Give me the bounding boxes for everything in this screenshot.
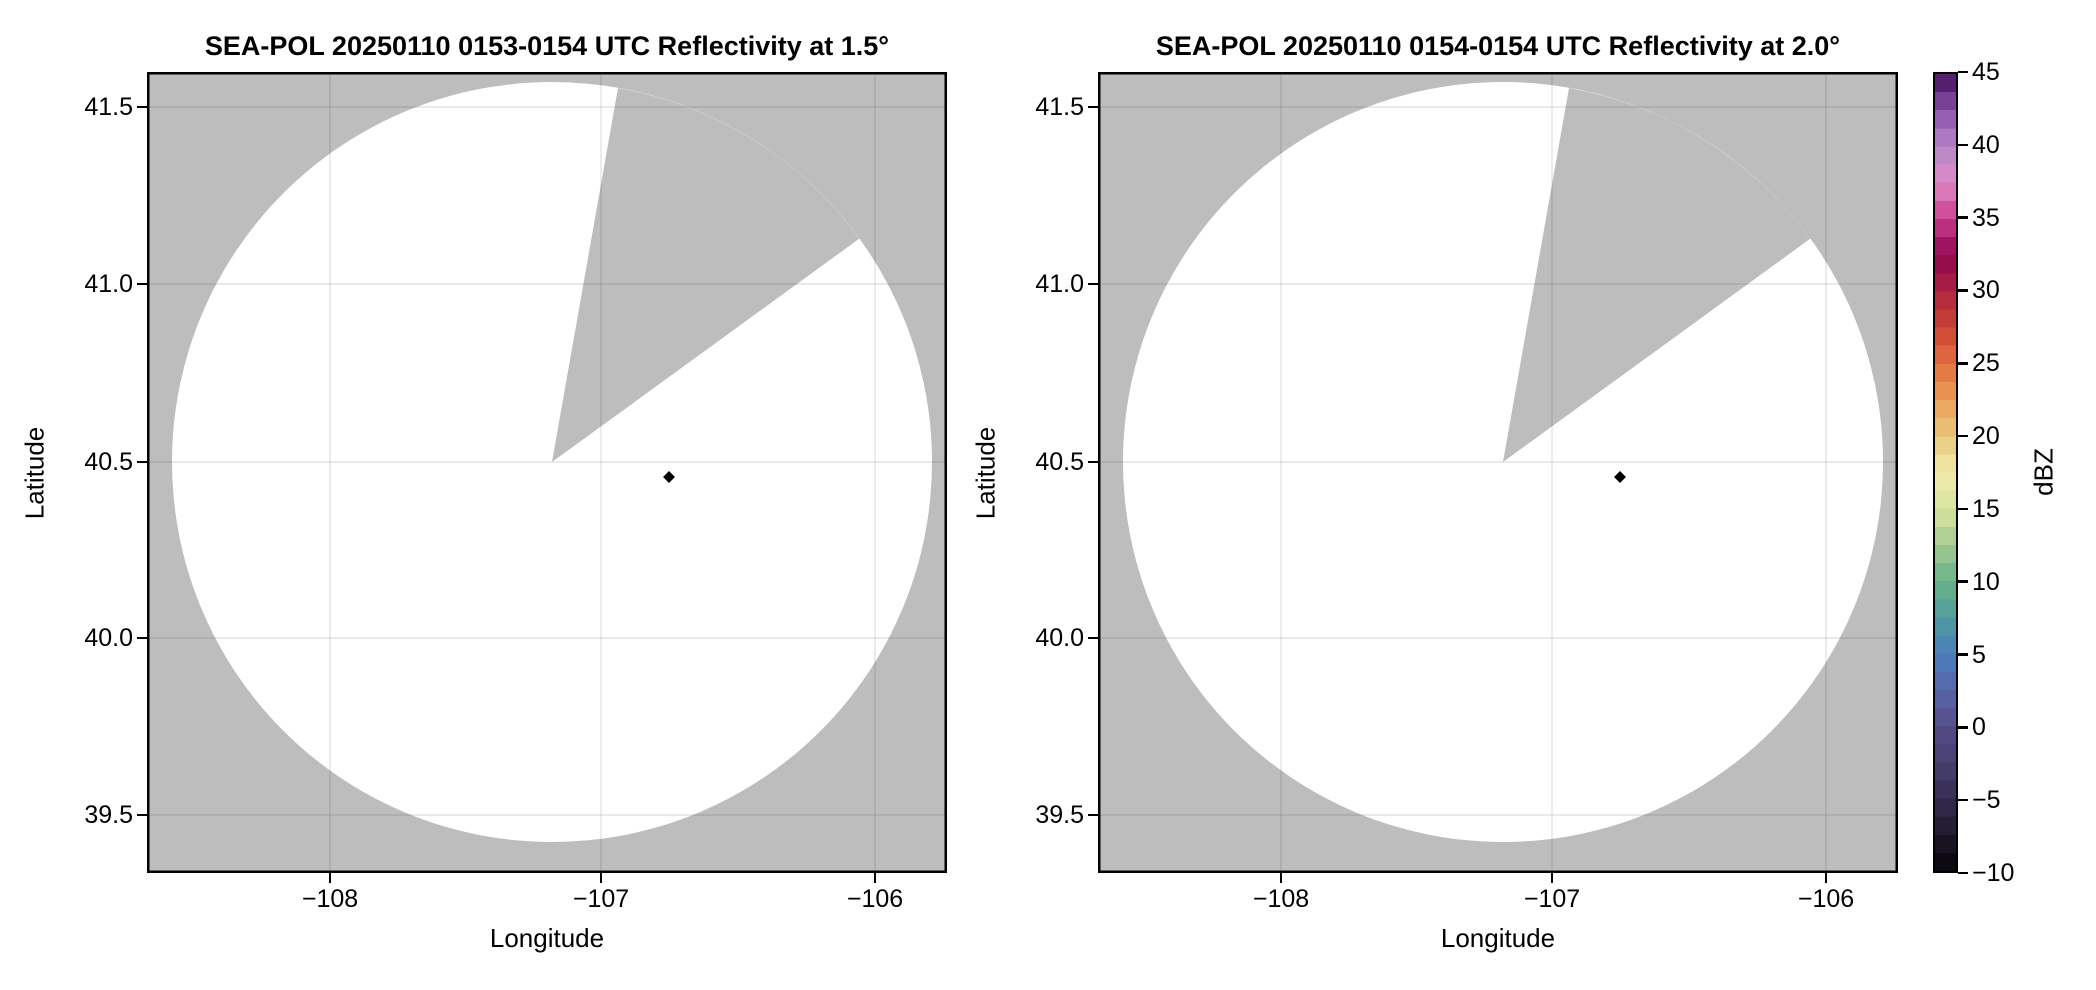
y-tick-label: 40.0	[84, 624, 133, 652]
colorbar	[1933, 72, 1958, 873]
colorbar-tick-label: 30	[1972, 276, 2000, 305]
x-tick-label: −106	[846, 885, 904, 913]
colorbar-tick-mark	[1958, 507, 1968, 511]
colorbar-tick-label: 5	[1972, 640, 1986, 669]
x-tick-mark	[599, 873, 603, 883]
x-tick-label: −106	[1797, 885, 1855, 913]
x-tick-label: −107	[572, 885, 630, 913]
colorbar-gradient	[1935, 74, 1956, 871]
colorbar-tick-label: 10	[1972, 567, 2000, 596]
y-tick-label: 40.5	[1035, 448, 1084, 476]
panel-title: SEA-POL 20250110 0154-0154 UTC Reflectiv…	[1155, 31, 1841, 61]
panel-title: SEA-POL 20250110 0153-0154 UTC Reflectiv…	[204, 31, 890, 61]
colorbar-tick-label: 40	[1972, 130, 2000, 159]
radar-ppi-plot	[147, 72, 947, 873]
colorbar-tick-mark	[1958, 70, 1968, 74]
x-tick-mark	[1824, 873, 1828, 883]
colorbar-tick-mark	[1958, 289, 1968, 292]
y-tick-label: 41.0	[1035, 270, 1084, 298]
y-tick-label: 39.5	[84, 801, 133, 829]
colorbar-tick-label: 0	[1972, 713, 1986, 742]
x-tick-label: −107	[1523, 885, 1581, 913]
plot-border	[1098, 72, 1898, 873]
colorbar-tick-label: 45	[1972, 58, 2000, 86]
colorbar-tick-mark	[1958, 434, 1968, 438]
y-tick-mark	[1088, 460, 1098, 464]
colorbar-tick-label: 25	[1972, 349, 2000, 378]
y-tick-mark	[137, 105, 147, 109]
colorbar-tick-mark	[1958, 143, 1968, 147]
colorbar-tick-mark	[1958, 798, 1968, 802]
colorbar-tick-mark	[1958, 653, 1968, 656]
y-tick-mark	[137, 813, 147, 817]
colorbar-tick-label: 15	[1972, 494, 2000, 523]
grid-lines	[147, 72, 947, 873]
x-tick-mark	[328, 873, 332, 883]
y-tick-label: 40.0	[1035, 624, 1084, 652]
y-tick-label: 41.5	[1035, 93, 1084, 121]
y-tick-mark	[137, 636, 147, 640]
x-axis-label: Longitude	[1440, 923, 1556, 953]
blocked-sector-wedge	[552, 88, 860, 462]
y-tick-mark	[1088, 636, 1098, 640]
blocked-sector-wedge	[1503, 88, 1811, 462]
y-tick-label: 41.0	[84, 270, 133, 298]
colorbar-tick-label: −10	[1972, 859, 2015, 887]
radar-panel-2: SEA-POL 20250110 0154-0154 UTC Reflectiv…	[971, 31, 1898, 953]
x-axis-label: Longitude	[489, 923, 605, 953]
y-tick-mark	[1088, 105, 1098, 109]
colorbar-tick-label: 35	[1972, 203, 2000, 232]
y-tick-label: 41.5	[84, 93, 133, 121]
x-tick-mark	[1550, 873, 1554, 883]
y-tick-mark	[1088, 282, 1098, 286]
x-tick-mark	[873, 873, 877, 883]
colorbar-tick-mark	[1958, 871, 1968, 875]
colorbar-tick-mark	[1958, 362, 1968, 365]
radar-panel-1: SEA-POL 20250110 0153-0154 UTC Reflectiv…	[20, 31, 947, 953]
x-tick-label: −108	[1252, 885, 1310, 913]
plot-border	[147, 72, 947, 873]
y-tick-mark	[1088, 813, 1098, 817]
y-tick-label: 40.5	[84, 448, 133, 476]
y-tick-label: 39.5	[1035, 801, 1084, 829]
x-tick-label: −108	[301, 885, 359, 913]
colorbar-tick-label: −5	[1972, 786, 2001, 815]
x-tick-mark	[1279, 873, 1283, 883]
y-tick-mark	[137, 282, 147, 286]
colorbar-tick-mark	[1958, 580, 1968, 583]
radar-ppi-plot	[1098, 72, 1898, 873]
colorbar-tick-mark	[1958, 216, 1968, 219]
colorbar-tick-mark	[1958, 726, 1968, 729]
colorbar-tick-label: 20	[1972, 422, 2000, 451]
grid-lines	[1098, 72, 1898, 873]
colorbar-axis-label: dBZ	[2028, 448, 2059, 496]
y-tick-mark	[137, 460, 147, 464]
